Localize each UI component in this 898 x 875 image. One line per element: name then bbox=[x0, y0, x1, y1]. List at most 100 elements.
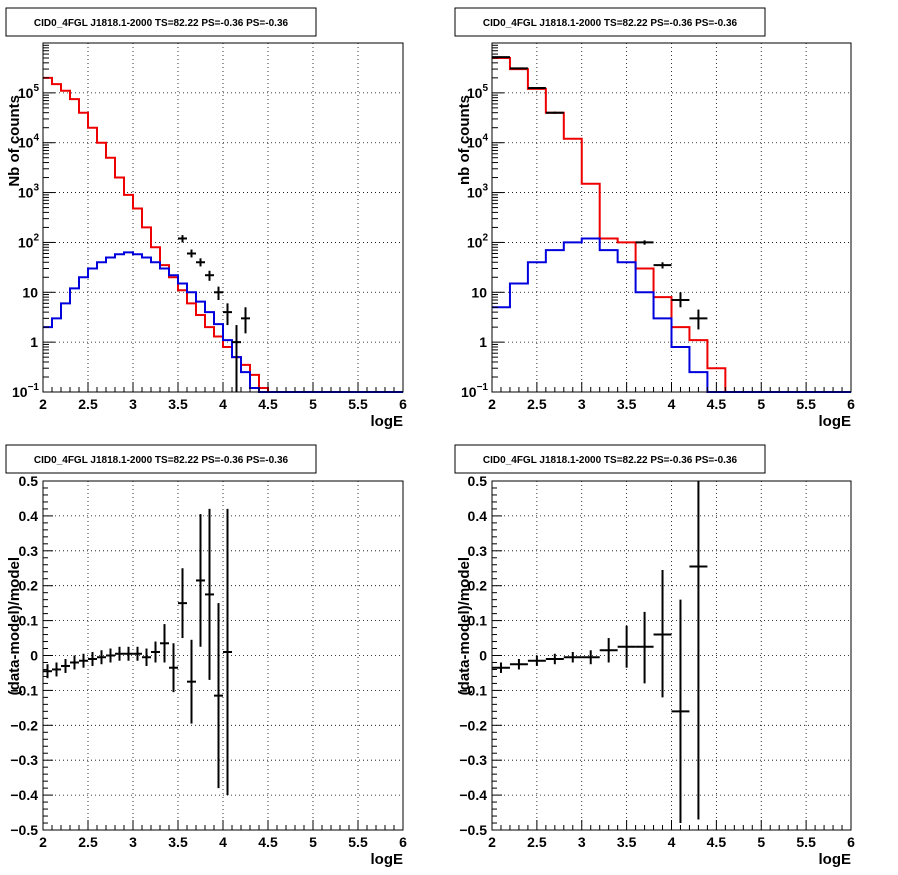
data-point bbox=[527, 655, 546, 666]
y-tick-label: 0.3 bbox=[19, 543, 39, 559]
data-point bbox=[232, 325, 241, 392]
chart-title: CID0_4FGL J1818.1-2000 TS=82.22 PS=-0.36… bbox=[34, 18, 289, 29]
data-point bbox=[223, 508, 232, 796]
x-tick-label: 3 bbox=[129, 834, 137, 850]
data-point bbox=[223, 303, 232, 326]
y-ticks bbox=[492, 44, 504, 393]
y-tick-label: 0 bbox=[479, 648, 487, 664]
data-point bbox=[599, 638, 618, 663]
y-tick-label: 10 bbox=[471, 284, 487, 300]
x-tick-label: 4.5 bbox=[707, 834, 727, 850]
x-tick-label: 2.5 bbox=[78, 396, 98, 412]
chart-title: CID0_4FGL J1818.1-2000 TS=82.22 PS=-0.36… bbox=[34, 455, 289, 466]
data-point bbox=[196, 258, 205, 267]
data-points bbox=[492, 481, 708, 824]
y-tick-label: 0.1 bbox=[468, 613, 488, 629]
y-axis-label: Nb of counts bbox=[6, 95, 23, 187]
x-axis-label: logE bbox=[819, 413, 852, 430]
x-ticks bbox=[491, 382, 852, 392]
x-tick-label: 2 bbox=[39, 396, 47, 412]
x-tick-label: 3.5 bbox=[617, 834, 637, 850]
x-tick-label: 2.5 bbox=[527, 396, 547, 412]
data-point bbox=[635, 240, 654, 245]
y-ticks bbox=[492, 480, 502, 831]
x-ticks bbox=[491, 820, 852, 830]
data-point bbox=[545, 111, 564, 114]
y-tick-label: −0.1 bbox=[459, 682, 487, 698]
y-tick-label: 105 bbox=[467, 83, 489, 101]
y-axis-label: nb of counts bbox=[456, 95, 473, 185]
data-point bbox=[61, 658, 70, 673]
y-tick-label: −0.3 bbox=[459, 752, 487, 768]
x-axis-label: logE bbox=[371, 851, 404, 868]
x-tick-label: 6 bbox=[399, 396, 407, 412]
x-tick-label: 2 bbox=[488, 834, 496, 850]
chart-title: CID0_4FGL J1818.1-2000 TS=82.22 PS=-0.36… bbox=[483, 18, 738, 29]
data-point bbox=[160, 624, 169, 663]
x-ticks bbox=[42, 820, 404, 830]
data-point bbox=[115, 646, 124, 661]
x-tick-label: 4 bbox=[668, 396, 676, 412]
x-tick-label: 6 bbox=[847, 396, 855, 412]
x-tick-label: 6 bbox=[847, 834, 855, 850]
x-tick-label: 3.5 bbox=[168, 396, 188, 412]
y-tick-label: 10−1 bbox=[12, 382, 39, 400]
y-tick-label: 0.3 bbox=[468, 543, 488, 559]
data-point bbox=[671, 599, 690, 824]
x-tick-label: 4.5 bbox=[258, 834, 278, 850]
series-step-1 bbox=[43, 76, 403, 393]
data-point bbox=[545, 653, 564, 665]
chart-title: CID0_4FGL J1818.1-2000 TS=82.22 PS=-0.36… bbox=[483, 455, 738, 466]
data-point bbox=[169, 643, 178, 693]
data-point bbox=[671, 292, 690, 308]
y-axis-label: (data-model)/model bbox=[456, 557, 473, 695]
y-ticks bbox=[43, 44, 55, 393]
grid-lines bbox=[43, 481, 403, 830]
data-point bbox=[492, 56, 510, 59]
data-point bbox=[527, 87, 546, 90]
data-point bbox=[635, 611, 654, 684]
data-point bbox=[142, 648, 151, 666]
data-point bbox=[178, 568, 187, 639]
data-point bbox=[205, 508, 214, 680]
y-tick-label: 0.2 bbox=[468, 578, 488, 594]
data-point bbox=[88, 652, 97, 666]
data-point bbox=[97, 650, 106, 665]
y-tick-label: 102 bbox=[467, 232, 489, 250]
y-tick-label: −0.3 bbox=[10, 752, 38, 768]
data-point bbox=[214, 603, 223, 789]
chart-panel-4: CID0_4FGL J1818.1-2000 TS=82.22 PS=-0.36… bbox=[454, 444, 855, 868]
x-tick-label: 4.5 bbox=[707, 396, 727, 412]
data-point bbox=[214, 286, 223, 301]
x-tick-label: 5.5 bbox=[348, 834, 368, 850]
x-tick-label: 5.5 bbox=[796, 396, 816, 412]
x-tick-label: 3.5 bbox=[617, 396, 637, 412]
y-tick-label: −0.4 bbox=[459, 787, 487, 803]
y-ticks bbox=[43, 480, 53, 831]
x-tick-label: 4 bbox=[219, 834, 227, 850]
data-point bbox=[653, 569, 672, 698]
data-point bbox=[509, 658, 528, 670]
y-tick-label: −0.2 bbox=[10, 717, 38, 733]
title-box bbox=[5, 7, 317, 37]
chart-panel-2: CID0_4FGL J1818.1-2000 TS=82.22 PS=-0.36… bbox=[454, 7, 855, 430]
x-tick-label: 2.5 bbox=[78, 834, 98, 850]
y-tick-label: 0.4 bbox=[19, 508, 39, 524]
data-point bbox=[492, 662, 510, 673]
grid-lines bbox=[492, 481, 851, 830]
chart-panel-1: CID0_4FGL J1818.1-2000 TS=82.22 PS=-0.36… bbox=[5, 7, 407, 430]
data-point bbox=[151, 641, 160, 663]
x-tick-label: 5 bbox=[757, 396, 765, 412]
x-axis-label: logE bbox=[371, 413, 404, 430]
x-tick-label: 2 bbox=[39, 834, 47, 850]
x-tick-label: 3 bbox=[578, 834, 586, 850]
data-point bbox=[52, 662, 61, 677]
x-tick-label: 5 bbox=[309, 396, 317, 412]
y-tick-label: 104 bbox=[467, 133, 489, 151]
x-tick-label: 2 bbox=[488, 396, 496, 412]
y-tick-label: 103 bbox=[18, 183, 40, 201]
y-tick-label: 104 bbox=[18, 133, 40, 151]
x-ticks bbox=[42, 382, 404, 392]
data-point bbox=[178, 235, 187, 243]
